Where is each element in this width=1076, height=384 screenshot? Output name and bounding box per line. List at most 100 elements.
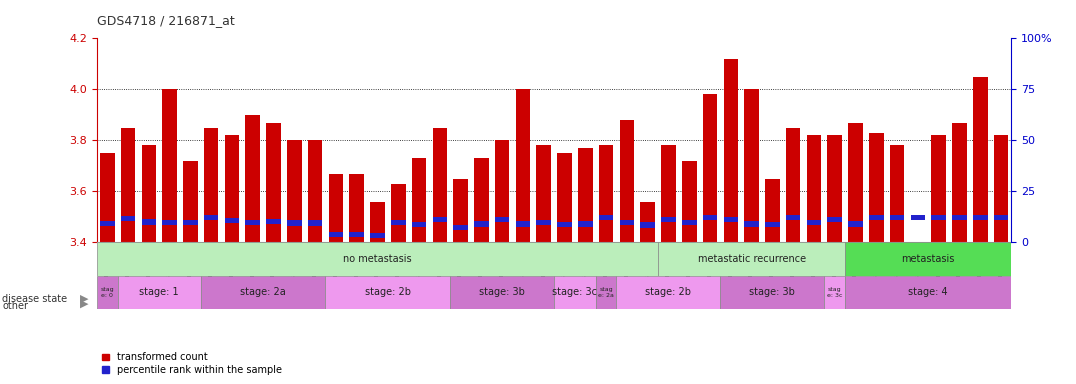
Bar: [433, 217, 448, 222]
Text: metastasis: metastasis: [902, 254, 955, 264]
Bar: [745, 89, 759, 242]
Text: stag
e: 2a: stag e: 2a: [598, 287, 614, 298]
Bar: [703, 215, 718, 220]
Bar: [328, 232, 343, 237]
Bar: [225, 135, 239, 242]
Bar: [183, 220, 198, 225]
Bar: [973, 77, 988, 242]
Bar: [973, 215, 988, 220]
Bar: [391, 220, 406, 225]
Bar: [308, 220, 323, 225]
Bar: [162, 220, 176, 225]
Text: stage: 4: stage: 4: [908, 288, 948, 298]
Bar: [475, 222, 489, 227]
Bar: [994, 135, 1008, 242]
Text: disease state: disease state: [2, 294, 68, 304]
Bar: [661, 146, 676, 242]
Bar: [201, 276, 325, 309]
Text: stage: 3b: stage: 3b: [750, 288, 795, 298]
Bar: [142, 219, 156, 225]
Bar: [682, 161, 696, 242]
Bar: [266, 122, 281, 242]
Bar: [370, 202, 385, 242]
Bar: [994, 215, 1008, 220]
Bar: [142, 146, 156, 242]
Bar: [848, 122, 863, 242]
Text: stage: 2b: stage: 2b: [365, 288, 411, 298]
Bar: [578, 222, 593, 227]
Bar: [848, 222, 863, 227]
Bar: [952, 215, 966, 220]
Bar: [599, 146, 613, 242]
Bar: [703, 94, 718, 242]
Bar: [596, 276, 617, 309]
Bar: [287, 141, 301, 242]
Bar: [723, 59, 738, 242]
Bar: [890, 215, 905, 220]
Bar: [515, 222, 530, 227]
Bar: [599, 215, 613, 220]
Bar: [97, 242, 659, 276]
Bar: [765, 179, 780, 242]
Text: GDS4718 / 216871_at: GDS4718 / 216871_at: [97, 14, 235, 27]
Bar: [723, 217, 738, 222]
Bar: [554, 276, 596, 309]
Bar: [245, 115, 260, 242]
Bar: [765, 222, 780, 227]
Bar: [225, 218, 239, 223]
Bar: [245, 220, 260, 225]
Bar: [100, 221, 114, 226]
Bar: [121, 215, 136, 221]
Bar: [97, 276, 117, 309]
Bar: [350, 232, 364, 237]
Text: stage: 2a: stage: 2a: [240, 288, 286, 298]
Bar: [350, 174, 364, 242]
Bar: [640, 202, 655, 242]
Bar: [203, 127, 218, 242]
Bar: [745, 222, 759, 227]
Bar: [266, 219, 281, 224]
Bar: [721, 276, 824, 309]
Text: other: other: [2, 301, 28, 311]
Bar: [827, 135, 843, 242]
Bar: [287, 220, 301, 225]
Bar: [910, 215, 925, 220]
Bar: [617, 276, 721, 309]
Bar: [869, 215, 883, 220]
Bar: [203, 215, 218, 220]
Text: metastatic recurrence: metastatic recurrence: [697, 254, 806, 264]
Bar: [557, 222, 571, 227]
Bar: [453, 225, 468, 230]
Bar: [932, 215, 946, 220]
Bar: [370, 233, 385, 238]
Bar: [620, 120, 634, 242]
Bar: [845, 242, 1011, 276]
Bar: [827, 217, 843, 222]
Bar: [308, 141, 323, 242]
Bar: [785, 127, 801, 242]
Text: stage: 3c: stage: 3c: [552, 288, 597, 298]
Text: no metastasis: no metastasis: [343, 254, 412, 264]
Bar: [325, 276, 450, 309]
Bar: [515, 89, 530, 242]
Bar: [807, 220, 821, 225]
Text: ▶: ▶: [80, 294, 88, 304]
Bar: [475, 158, 489, 242]
Bar: [869, 133, 883, 242]
Bar: [557, 153, 571, 242]
Bar: [659, 242, 845, 276]
Bar: [682, 220, 696, 225]
Text: stag
e: 0: stag e: 0: [100, 287, 114, 298]
Bar: [910, 242, 925, 344]
Bar: [495, 141, 509, 242]
Bar: [845, 276, 1011, 309]
Bar: [785, 215, 801, 220]
Bar: [661, 217, 676, 222]
Bar: [412, 158, 426, 242]
Bar: [100, 153, 114, 242]
Bar: [391, 184, 406, 242]
Text: stage: 2b: stage: 2b: [646, 288, 692, 298]
Bar: [824, 276, 845, 309]
Text: stag
e: 3c: stag e: 3c: [827, 287, 843, 298]
Bar: [162, 89, 176, 242]
